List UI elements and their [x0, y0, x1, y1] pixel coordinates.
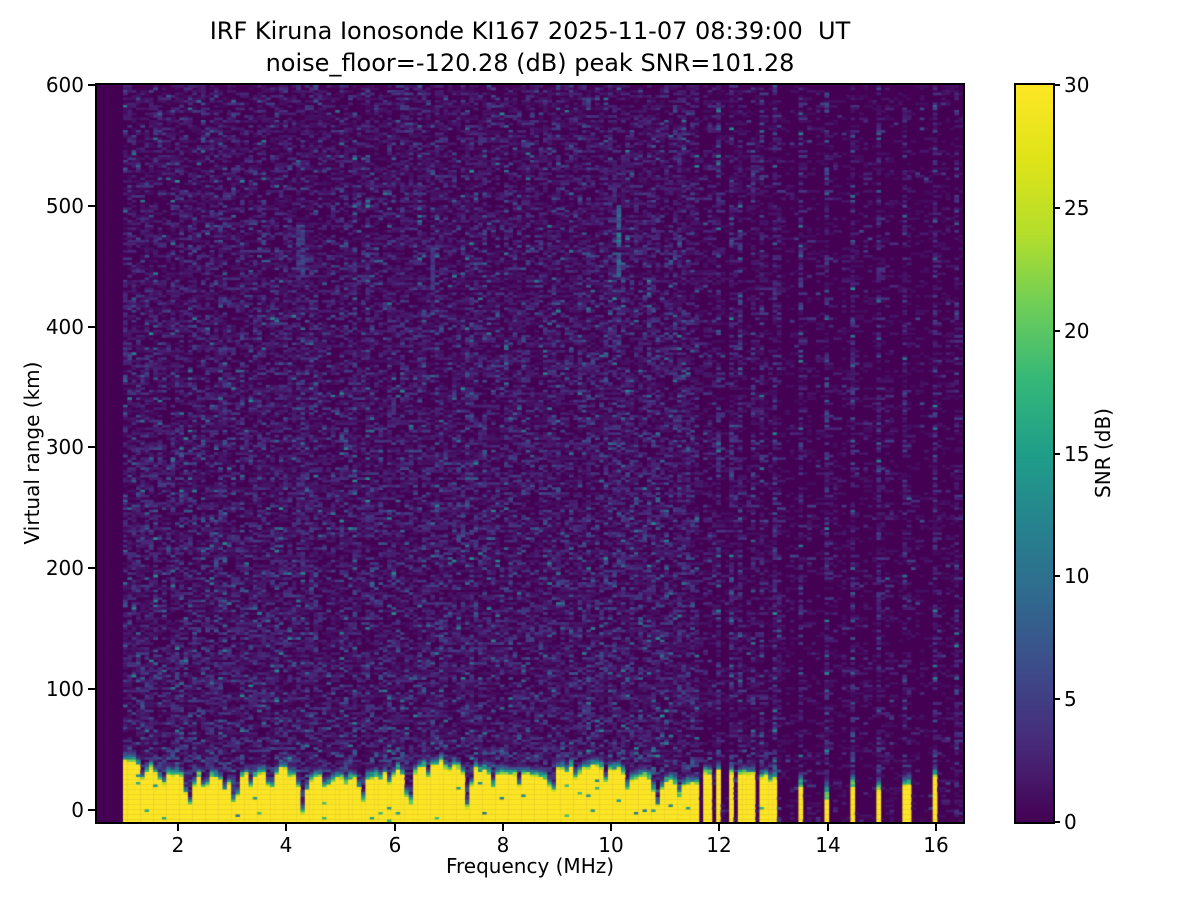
plot-area — [95, 83, 965, 824]
y-axis-label: Virtual range (km) — [20, 361, 44, 545]
colorbar-tick-label: 10 — [1064, 564, 1090, 588]
x-tick-mark — [394, 824, 396, 831]
colorbar-tick-label: 30 — [1064, 73, 1090, 97]
y-tick-label: 200 — [45, 556, 84, 580]
y-tick-mark — [88, 688, 95, 690]
colorbar-tick-label: 5 — [1064, 687, 1077, 711]
x-tick-mark — [610, 824, 612, 831]
x-tick-label: 16 — [923, 833, 949, 857]
colorbar-tick-mark — [1053, 821, 1060, 823]
y-tick-label: 500 — [45, 194, 84, 218]
y-tick-label: 300 — [45, 435, 84, 459]
colorbar-tick-label: 25 — [1064, 196, 1090, 220]
colorbar-gradient-canvas — [1016, 85, 1053, 822]
x-tick-label: 12 — [706, 833, 732, 857]
colorbar-tick-mark — [1053, 207, 1060, 209]
x-tick-mark — [177, 824, 179, 831]
y-tick-mark — [88, 205, 95, 207]
colorbar-tick-mark — [1053, 453, 1060, 455]
x-tick-mark — [935, 824, 937, 831]
x-tick-label: 6 — [388, 833, 402, 857]
x-tick-label: 14 — [815, 833, 841, 857]
y-tick-mark — [88, 809, 95, 811]
colorbar-axis-label: SNR (dB) — [1091, 408, 1115, 498]
x-tick-mark — [285, 824, 287, 831]
x-tick-mark — [718, 824, 720, 831]
x-tick-label: 10 — [598, 833, 624, 857]
colorbar-tick-label: 15 — [1064, 442, 1090, 466]
chart-title-line2: noise_floor=-120.28 (dB) peak SNR=101.28 — [265, 49, 795, 77]
x-tick-label: 4 — [279, 833, 293, 857]
chart-title-line1: IRF Kiruna Ionosonde KI167 2025-11-07 08… — [209, 17, 851, 45]
y-tick-label: 400 — [45, 315, 84, 339]
y-tick-label: 100 — [45, 677, 84, 701]
colorbar-tick-mark — [1053, 575, 1060, 577]
ionogram-heatmap-canvas — [97, 85, 963, 822]
x-tick-label: 8 — [496, 833, 510, 857]
colorbar-tick-mark — [1053, 698, 1060, 700]
y-tick-mark — [88, 446, 95, 448]
colorbar-tick-label: 20 — [1064, 319, 1090, 343]
x-tick-mark — [827, 824, 829, 831]
y-tick-mark — [88, 84, 95, 86]
colorbar — [1014, 83, 1055, 824]
x-axis-label: Frequency (MHz) — [445, 854, 615, 878]
x-tick-mark — [502, 824, 504, 831]
x-tick-label: 2 — [171, 833, 185, 857]
colorbar-tick-mark — [1053, 330, 1060, 332]
colorbar-tick-mark — [1053, 84, 1060, 86]
y-tick-mark — [88, 567, 95, 569]
y-tick-mark — [88, 326, 95, 328]
colorbar-tick-label: 0 — [1064, 810, 1077, 834]
y-tick-label: 600 — [45, 73, 84, 97]
y-tick-label: 0 — [71, 798, 84, 822]
